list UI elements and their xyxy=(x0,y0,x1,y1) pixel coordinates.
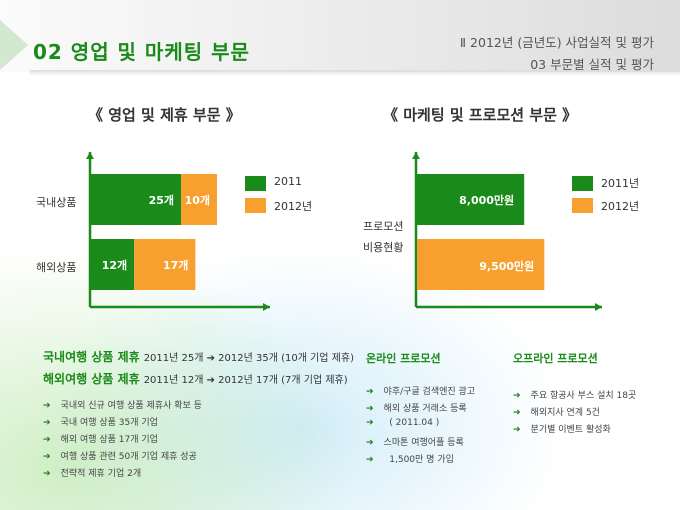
marketing-y-axis-arrow-icon xyxy=(412,152,420,159)
page-title: 02 영업 및 마케팅 부문 xyxy=(33,40,250,64)
arrow-icon: ➔ xyxy=(43,418,51,428)
sales-list-item: ➔ 국내 여행 상품 35개 기업 xyxy=(43,415,158,428)
sales-x-axis-arrow-icon xyxy=(263,303,270,311)
bar-label: 10개 xyxy=(185,193,210,207)
marketing-chart-title: 《 마케팅 및 프로모션 부문 》 xyxy=(383,106,578,124)
sales-list-item: ➔ 여행 상품 관련 50개 기업 제휴 성공 xyxy=(43,449,197,462)
highlight-domestic: 국내여행 상품 제휴 2011년 25개 ➔ 2012년 35개 (10개 기업 … xyxy=(43,348,354,365)
arrow-icon: ➔ xyxy=(366,404,374,414)
sales-y-axis-arrow-icon xyxy=(86,152,94,159)
legend-2012: 2012년 xyxy=(274,200,313,213)
arrow-icon: ➔ xyxy=(43,469,51,479)
bar-label: 25개 xyxy=(149,193,174,207)
offline-list-item: ➔ 주요 항공사 부스 설치 18곳 xyxy=(513,388,636,401)
highlight-overseas: 해외여행 상품 제휴 2011년 12개 ➔ 2012년 17개 (7개 기업 제… xyxy=(43,370,348,387)
online-list-item: ➔ ( 2011.04 ) xyxy=(366,418,439,428)
arrow-icon: ➔ xyxy=(43,452,51,462)
header-band xyxy=(0,0,680,76)
arrow-icon: ➔ xyxy=(513,391,521,401)
bar-label: 17개 xyxy=(163,258,188,272)
list-item-text: 스마톤 여행어플 등록 xyxy=(383,438,464,448)
offline-list-item: ➔ 해외지사 연계 5건 xyxy=(513,405,600,418)
online-title: 온라인 프로모션 xyxy=(366,352,441,365)
legend-swatch xyxy=(245,176,266,191)
legend-swatch xyxy=(245,198,266,213)
bar-label: 12개 xyxy=(102,258,127,272)
arrow-icon: ➔ xyxy=(513,408,521,418)
list-item-text: 전략적 제휴 기업 2개 xyxy=(60,469,142,479)
ylabel-line1: 프로모션 xyxy=(363,220,404,233)
legend-2011: 2011 xyxy=(274,175,302,188)
legend-2012-marketing: 2012년 xyxy=(601,200,640,213)
bar-2011년 xyxy=(417,174,525,225)
online-list-item: ➔ 야후/구글 검색엔진 광고 xyxy=(366,384,475,397)
list-item-text: 해외 여행 상품 17개 기업 xyxy=(60,435,158,445)
list-item-text: 해외지사 연계 5건 xyxy=(530,408,600,418)
bar-2011 xyxy=(91,239,135,290)
bar-label: 8,000만원 xyxy=(459,193,514,207)
breadcrumb-section: 03 부문별 실적 및 평가 xyxy=(530,57,654,72)
list-item-text: 국내 여행 상품 35개 기업 xyxy=(60,418,158,428)
category-label-domestic: 국내상품 xyxy=(36,196,77,209)
highlight-text: 2011년 25개 ➔ 2012년 35개 (10개 기업 제휴) xyxy=(143,353,354,364)
arrow-icon: ➔ xyxy=(366,455,374,465)
arrow-icon: ➔ xyxy=(513,425,521,435)
bar-2012 xyxy=(181,174,217,225)
header-wedge xyxy=(0,20,28,70)
bar-2012 xyxy=(134,239,196,290)
list-item-text: 해외 상품 거래소 등록 xyxy=(383,404,467,414)
highlight-head: 해외여행 상품 제휴 xyxy=(43,372,140,386)
bar-2011 xyxy=(91,174,181,225)
list-item-text: 국내외 신규 여행 상품 제휴사 확보 등 xyxy=(60,401,202,411)
bar-label: 9,500만원 xyxy=(479,259,534,273)
sales-list-item: ➔ 국내외 신규 여행 상품 제휴사 확보 등 xyxy=(43,398,202,411)
list-item-text: ( 2011.04 ) xyxy=(383,418,440,428)
arrow-icon: ➔ xyxy=(366,387,374,397)
list-item-text: 야후/구글 검색엔진 광고 xyxy=(383,387,476,397)
list-item-text: 주요 항공사 부스 설치 18곳 xyxy=(530,391,637,401)
arrow-icon: ➔ xyxy=(43,435,51,445)
list-item-text: 분기별 이벤트 활성화 xyxy=(530,425,611,435)
category-label-overseas: 해외상품 xyxy=(36,261,77,274)
legend-2011-marketing: 2011년 xyxy=(601,177,640,190)
highlight-text: 2011년 12개 ➔ 2012년 17개 (7개 기업 제휴) xyxy=(143,375,348,386)
arrow-icon: ➔ xyxy=(43,401,51,411)
legend-swatch xyxy=(572,198,593,213)
arrow-icon: ➔ xyxy=(366,438,374,448)
sales-list-item: ➔ 전략적 제휴 기업 2개 xyxy=(43,466,141,479)
offline-list-item: ➔ 분기별 이벤트 활성화 xyxy=(513,422,611,435)
list-item-text: 여행 상품 관련 50개 기업 제휴 성공 xyxy=(60,452,197,462)
ylabel-line2: 비용현황 xyxy=(363,241,404,254)
marketing-x-axis-arrow-icon xyxy=(595,303,602,311)
offline-title: 오프라인 프로모션 xyxy=(513,352,598,365)
breadcrumb-chapter: Ⅱ 2012년 (금년도) 사업실적 및 평가 xyxy=(459,35,654,50)
online-list-item: ➔ 해외 상품 거래소 등록 xyxy=(366,401,467,414)
arrow-icon: ➔ xyxy=(366,418,374,428)
list-item-text: 1,500만 명 가입 xyxy=(383,455,454,465)
highlight-head: 국내여행 상품 제휴 xyxy=(43,350,140,364)
sales-list-item: ➔ 해외 여행 상품 17개 기업 xyxy=(43,432,158,445)
online-list-item: ➔ 스마톤 여행어플 등록 xyxy=(366,435,464,448)
bar-2012년 xyxy=(417,239,545,290)
online-list-item: ➔ 1,500만 명 가입 xyxy=(366,452,454,465)
legend-swatch xyxy=(572,176,593,191)
sales-chart-title: 《 영업 및 제휴 부문 》 xyxy=(88,106,241,124)
